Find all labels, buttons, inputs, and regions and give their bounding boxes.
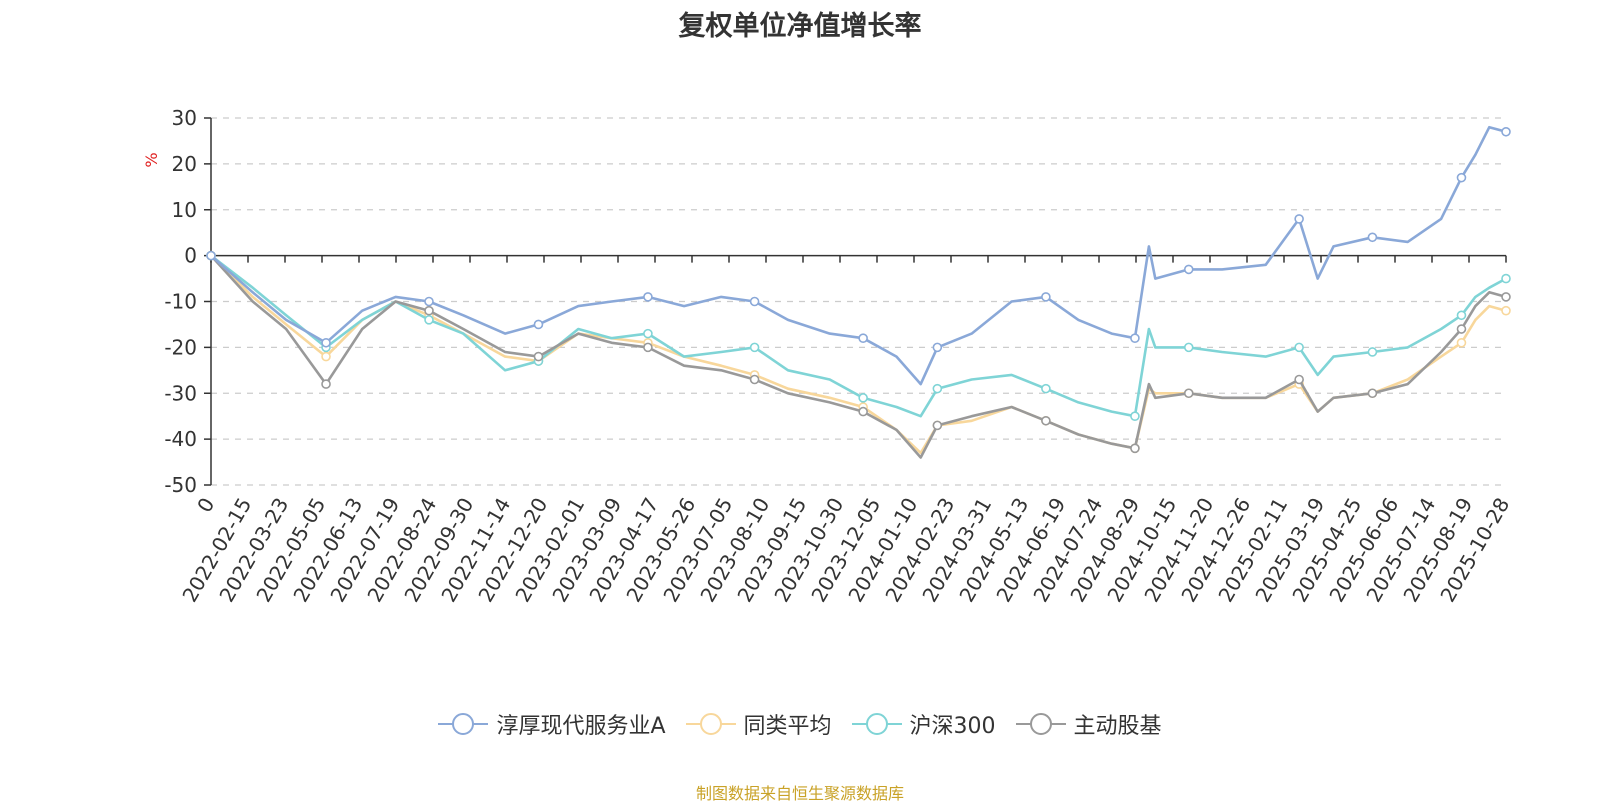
y-tick-label: 0 — [184, 244, 197, 268]
series-point — [1183, 264, 1194, 275]
series-point — [749, 342, 760, 353]
series-point — [1456, 310, 1467, 321]
series-point — [424, 296, 434, 307]
series-point — [1183, 342, 1194, 353]
legend-circle — [1029, 713, 1052, 735]
series-point — [1130, 411, 1140, 421]
series-point — [1456, 337, 1467, 348]
series-line-1 — [210, 254, 1507, 455]
legend-marker-icon — [851, 713, 902, 735]
series-point — [858, 406, 868, 417]
source-note: 制图数据来自恒生聚源数据库 — [695, 784, 904, 803]
series-point — [1294, 342, 1304, 353]
y-tick-label: -20 — [164, 335, 197, 359]
legend-circle — [865, 713, 888, 735]
x-tick-label: 0 — [192, 494, 219, 517]
series-point — [643, 342, 653, 353]
legend: 淳厚现代服务业A 同类平均 沪深300 主动股基 — [0, 708, 1600, 740]
series-point — [932, 420, 943, 431]
y-axis-unit-label: % — [142, 152, 161, 167]
series-point — [1294, 214, 1304, 224]
series-point — [533, 351, 544, 362]
legend-marker-icon — [685, 713, 736, 735]
legend-item[interactable]: 淳厚现代服务业A — [438, 708, 666, 740]
series-point — [424, 315, 434, 325]
series-point — [932, 342, 943, 353]
legend-circle — [699, 713, 722, 735]
series-point — [321, 379, 331, 389]
series-point — [1130, 443, 1140, 454]
series-point — [1367, 347, 1378, 357]
series-point — [1456, 172, 1467, 183]
chart-title: 复权单位净值增长率 — [678, 11, 922, 42]
legend-item[interactable]: 沪深300 — [851, 708, 996, 740]
series-point — [533, 319, 544, 330]
series-point — [1041, 415, 1051, 426]
series-point — [749, 374, 760, 385]
y-tick-label: -40 — [164, 427, 197, 451]
series-point — [1041, 292, 1051, 302]
legend-marker-icon — [1015, 713, 1066, 735]
series-point — [321, 351, 331, 362]
series-point — [1501, 305, 1511, 316]
series-point — [932, 383, 943, 394]
x-tick-labels: 02022-02-152022-03-232022-05-052022-06-1… — [177, 494, 1514, 607]
series-point — [643, 328, 653, 339]
series-point — [1501, 292, 1511, 302]
legend-item[interactable]: 同类平均 — [685, 708, 832, 740]
legend-label: 主动股基 — [1073, 714, 1162, 739]
y-tick-label: -30 — [164, 381, 197, 405]
y-tick-label: 30 — [172, 106, 197, 130]
legend-item[interactable]: 主动股基 — [1015, 708, 1162, 740]
series-point — [858, 393, 868, 403]
legend-label: 同类平均 — [743, 714, 832, 739]
axis-layer: 30 20 10 0 -10 -20 -30 -40 -50 — [164, 106, 1507, 497]
series-layer — [206, 125, 1511, 459]
series-point — [1041, 383, 1051, 394]
series-line-2 — [210, 254, 1507, 418]
legend-label: 淳厚现代服务业A — [496, 714, 666, 739]
y-tick-label: -10 — [164, 290, 197, 314]
legend-circle — [452, 713, 475, 735]
series-point — [206, 250, 216, 261]
series-point — [1367, 232, 1378, 243]
series-point — [1501, 126, 1511, 137]
series-point — [1130, 333, 1140, 344]
series-point — [1501, 273, 1511, 284]
series-point — [424, 305, 434, 316]
y-tick-label: 20 — [172, 152, 197, 176]
y-tick-label: 10 — [172, 198, 197, 222]
series-line-3 — [210, 254, 1507, 459]
legend-label: 沪深300 — [909, 714, 996, 739]
series-point — [1183, 388, 1194, 399]
series-point — [749, 296, 760, 307]
legend-marker-icon — [438, 713, 489, 735]
grid-layer — [211, 117, 1506, 486]
series-point — [1456, 324, 1467, 334]
series-point — [321, 337, 331, 348]
series-point — [858, 333, 868, 344]
series-point — [1294, 374, 1304, 385]
y-tick-label: -50 — [164, 473, 197, 497]
series-point — [643, 292, 653, 302]
series-point — [1367, 388, 1378, 399]
